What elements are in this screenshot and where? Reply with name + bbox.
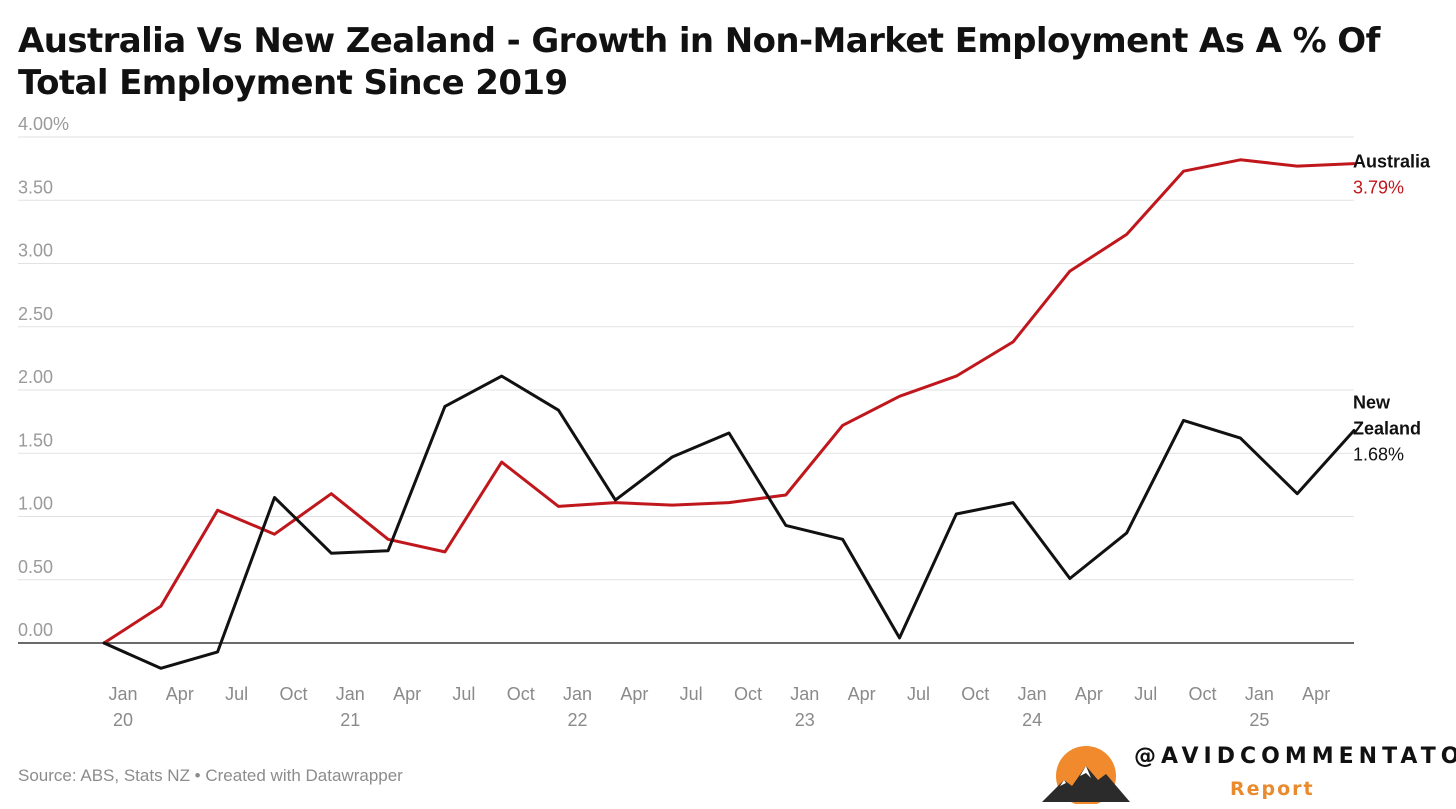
series-value-new-zealand: 1.68% bbox=[1353, 444, 1404, 464]
y-tick-label: 2.50 bbox=[18, 304, 53, 324]
x-tick-label: Oct bbox=[279, 684, 307, 704]
x-tick-label: Jul bbox=[225, 684, 248, 704]
x-tick-label: Jul bbox=[680, 684, 703, 704]
x-tick-label: Jul bbox=[452, 684, 475, 704]
x-tick-label: Apr bbox=[848, 684, 876, 704]
y-tick-label: 3.50 bbox=[18, 177, 53, 197]
x-tick-label: Jan bbox=[336, 684, 365, 704]
source-note: Source: ABS, Stats NZ • Created with Dat… bbox=[18, 766, 403, 785]
y-tick-label: 0.50 bbox=[18, 557, 53, 577]
series-label-new-zealand: New bbox=[1353, 392, 1391, 412]
series-value-australia: 3.79% bbox=[1353, 178, 1404, 198]
x-tick-label: Oct bbox=[961, 684, 989, 704]
chart-title: Australia Vs New Zealand - Growth in Non… bbox=[18, 21, 1380, 103]
x-tick-label: Oct bbox=[1189, 684, 1217, 704]
series-label-new-zealand: Zealand bbox=[1353, 418, 1421, 438]
x-tick-label: Jan bbox=[1245, 684, 1274, 704]
x-tick-label: Jan bbox=[563, 684, 592, 704]
x-tick-year: 23 bbox=[795, 710, 815, 730]
x-tick-year: 21 bbox=[340, 710, 360, 730]
x-tick-year: 22 bbox=[568, 710, 588, 730]
x-tick-label: Apr bbox=[1302, 684, 1330, 704]
series-label-australia: Australia bbox=[1353, 152, 1431, 172]
series-lines bbox=[102, 158, 1356, 670]
y-tick-label: 1.50 bbox=[18, 430, 53, 450]
x-tick-label: Oct bbox=[734, 684, 762, 704]
series-line-australia bbox=[102, 158, 1356, 645]
brand-logo: @AVIDCOMMENTATOR Report bbox=[1040, 742, 1456, 806]
x-tick-label: Jul bbox=[1134, 684, 1157, 704]
x-tick-label: Apr bbox=[393, 684, 421, 704]
brand-subtitle: Report bbox=[1230, 778, 1315, 800]
x-tick-label: Oct bbox=[507, 684, 535, 704]
x-tick-label: Apr bbox=[166, 684, 194, 704]
x-tick-label: Jan bbox=[1018, 684, 1047, 704]
x-tick-label: Jul bbox=[907, 684, 930, 704]
series-line-new-zealand bbox=[102, 374, 1356, 670]
x-tick-label: Jan bbox=[790, 684, 819, 704]
x-tick-label: Apr bbox=[1075, 684, 1103, 704]
brand-handle: @AVIDCOMMENTATOR bbox=[1134, 744, 1456, 769]
mountain-sun-icon bbox=[1042, 746, 1130, 806]
series-end-labels: Australia 3.79% New Zealand 1.68% bbox=[1353, 152, 1431, 465]
y-tick-label: 3.00 bbox=[18, 241, 53, 261]
x-tick-label: Apr bbox=[620, 684, 648, 704]
y-tick-label: 1.00 bbox=[18, 494, 53, 514]
y-tick-label: 0.00 bbox=[18, 620, 53, 640]
x-tick-year: 24 bbox=[1022, 710, 1042, 730]
x-tick-year: 20 bbox=[113, 710, 133, 730]
x-tick-label: Jan bbox=[108, 684, 137, 704]
x-tick-year: 25 bbox=[1249, 710, 1269, 730]
gridlines bbox=[18, 136, 1354, 644]
y-axis-ticks: 0.00 0.50 1.00 1.50 2.00 2.50 3.00 3.50 4.00% bbox=[18, 114, 69, 640]
y-tick-label: 2.00 bbox=[18, 367, 53, 387]
y-tick-label: 4.00% bbox=[18, 114, 69, 134]
x-axis-ticks: Jan 20 Apr Jul Oct Jan 21 Apr Jul Oct Jan 22 Apr Jul O… bbox=[108, 684, 1330, 730]
